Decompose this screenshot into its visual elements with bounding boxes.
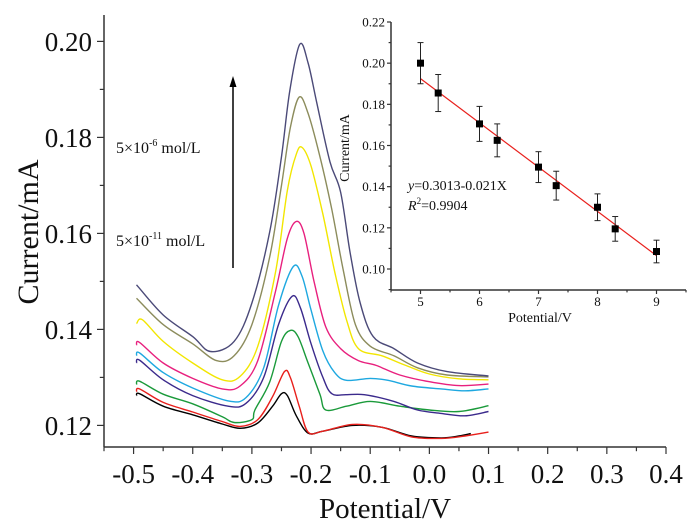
- data-point: [594, 203, 601, 211]
- voltammogram-curve-6: [135, 220, 489, 391]
- inset-plot: 5 6 7 8 9 0.10 0.12 0.14 0.16 0.18 0.20 0.22: [362, 15, 687, 309]
- data-point: [493, 136, 501, 144]
- r-squared: R2=0.9904: [407, 196, 467, 214]
- main-y-tick-label: 0.20: [45, 27, 92, 57]
- data-point: [476, 120, 483, 128]
- inset-y-tick-label: 0.18: [362, 97, 385, 112]
- inset-x-tick-label: 9: [653, 294, 660, 309]
- main-x-tick-label: 0.3: [590, 459, 624, 489]
- main-x-tick-label: 0.1: [472, 459, 506, 489]
- inset-x-tick-label: 6: [476, 294, 483, 309]
- data-point: [535, 163, 542, 171]
- inset-y-tick-label: 0.22: [362, 15, 385, 30]
- inset-y-tick-label: 0.16: [362, 138, 385, 153]
- inset-x-tick-label: 5: [417, 294, 424, 309]
- voltammogram-curve-3: [135, 329, 489, 424]
- voltammogram-curve-9: [135, 42, 489, 377]
- voltammogram-curve-4: [135, 294, 489, 417]
- main-x-tick-label: 0.4: [649, 459, 683, 489]
- data-point: [653, 248, 660, 256]
- voltammogram-curve-2: [135, 369, 489, 440]
- main-y-tick-label: 0.16: [45, 219, 92, 249]
- main-x-tick-label: -0.4: [171, 459, 214, 489]
- data-point: [611, 225, 619, 233]
- main-x-tick-label: -0.3: [231, 459, 274, 489]
- inset-y-tick-label: 0.12: [362, 220, 385, 235]
- main-y-tick-label: 0.12: [45, 411, 92, 441]
- main-x-tick-label: -0.5: [112, 459, 155, 489]
- voltammogram-curve-1: [135, 391, 471, 439]
- inset-y-tick-label: 0.10: [362, 262, 385, 277]
- inset-x-axis-title: Potential/V: [508, 311, 572, 326]
- inset-y-axis-title: Current/mA: [338, 113, 353, 182]
- voltammogram-curve-7: [135, 146, 489, 382]
- main-y-tick-label: 0.18: [45, 123, 92, 153]
- main-plot: -0.5 -0.4 -0.3 -0.2 -0.1 0.0 0.1 0.2 0.3 0.4 0.12 0…: [45, 15, 683, 489]
- voltammogram-curve-5: [135, 264, 489, 403]
- annotation-top-concentration: 5×10-6 mol/L: [116, 138, 200, 157]
- main-y-tick-label: 0.14: [45, 315, 93, 345]
- data-point: [552, 182, 560, 190]
- data-point: [434, 89, 442, 97]
- fit-equation: y=0.3013-0.021X: [406, 179, 507, 194]
- data-point: [417, 59, 424, 67]
- inset-y-tick-label: 0.20: [362, 56, 385, 71]
- inset-x-tick-label: 7: [535, 294, 542, 309]
- main-x-tick-label: 0.0: [412, 459, 446, 489]
- increase-arrow: [229, 76, 237, 268]
- main-x-axis-title: Potential/V: [319, 493, 451, 525]
- main-x-tick-label: -0.1: [349, 459, 392, 489]
- voltammogram-curve-8: [136, 96, 489, 378]
- main-x-tick-label: -0.2: [290, 459, 333, 489]
- main-y-axis-title: Current/mA: [12, 159, 45, 304]
- inset-x-tick-label: 8: [594, 294, 601, 309]
- inset-y-tick-label: 0.14: [362, 179, 385, 194]
- annotation-bottom-concentration: 5×10-11 mol/L: [116, 231, 205, 250]
- main-x-tick-label: 0.2: [531, 459, 565, 489]
